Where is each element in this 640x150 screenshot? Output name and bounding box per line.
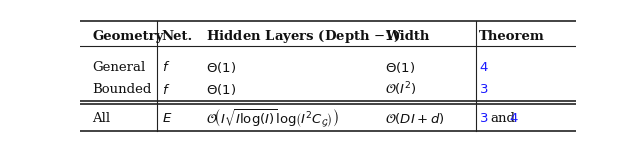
- Text: Net.: Net.: [162, 30, 193, 43]
- Text: $E$: $E$: [162, 112, 172, 125]
- Text: $3$: $3$: [479, 112, 489, 125]
- Text: $\Theta(1)$: $\Theta(1)$: [207, 60, 237, 75]
- Text: Bounded: Bounded: [92, 83, 152, 96]
- Text: $4$: $4$: [479, 61, 489, 74]
- Text: $\mathcal{O}(I^2)$: $\mathcal{O}(I^2)$: [385, 81, 417, 98]
- Text: and: and: [490, 112, 515, 125]
- Text: $f$: $f$: [162, 60, 170, 74]
- Text: $3$: $3$: [479, 83, 489, 96]
- Text: $\Theta(1)$: $\Theta(1)$: [385, 60, 415, 75]
- Text: $\Theta(1)$: $\Theta(1)$: [207, 82, 237, 97]
- Text: Theorem: Theorem: [479, 30, 545, 43]
- Text: $f$: $f$: [162, 83, 170, 97]
- Text: $\mathcal{O}(DI+d)$: $\mathcal{O}(DI+d)$: [385, 111, 445, 126]
- Text: General: General: [92, 61, 146, 74]
- Text: Geometry: Geometry: [92, 30, 164, 43]
- Text: Hidden Layers (Depth $-1$): Hidden Layers (Depth $-1$): [207, 28, 401, 45]
- Text: $\mathcal{O}\!\left(I\sqrt{I\log(I)}\log\!\left(I^2 C_{\mathcal{G}}\right)\right: $\mathcal{O}\!\left(I\sqrt{I\log(I)}\log…: [207, 107, 339, 130]
- Text: All: All: [92, 112, 111, 125]
- Text: $4$: $4$: [509, 112, 518, 125]
- Text: Width: Width: [385, 30, 429, 43]
